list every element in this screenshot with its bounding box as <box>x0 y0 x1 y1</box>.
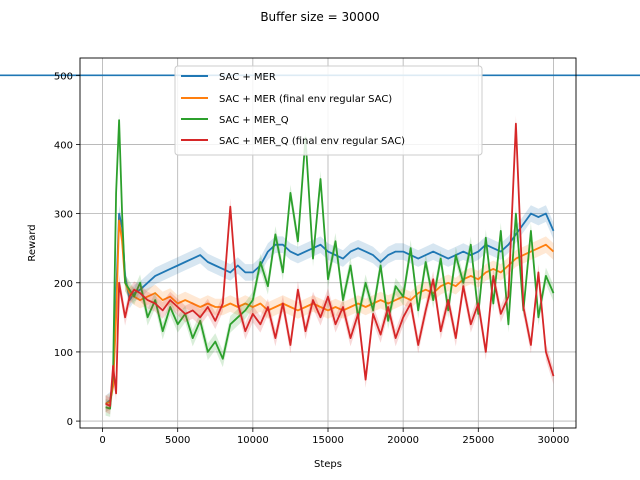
x-tick-label: 30000 <box>538 435 570 446</box>
legend: SAC + MER SAC + MER (final env regular S… <box>174 65 483 156</box>
series-band-1 <box>105 212 554 413</box>
y-tick-label: 200 <box>54 279 73 290</box>
y-tick-label: 500 <box>54 71 73 82</box>
x-tick-label: 20000 <box>387 435 419 446</box>
legend-label-sac-mer-final: SAC + MER (final env regular SAC) <box>219 94 392 105</box>
series-band-0 <box>105 205 554 413</box>
y-axis-label: Reward <box>27 224 38 261</box>
legend-label-sac-mer-q: SAC + MER_Q <box>219 115 289 126</box>
y-tick-label: 400 <box>54 140 73 151</box>
chart-title: Buffer size = 30000 <box>260 10 379 24</box>
series-band-2 <box>105 111 554 417</box>
y-tick-label: 0 <box>67 417 73 428</box>
x-tick-label: 15000 <box>312 435 344 446</box>
y-tick-label: 300 <box>54 210 73 221</box>
series-line-2 <box>105 119 555 410</box>
series-layer <box>0 74 640 417</box>
y-tick-label: 100 <box>54 348 73 359</box>
x-tick-label: 25000 <box>462 435 494 446</box>
legend-label-sac-mer: SAC + MER <box>219 72 276 83</box>
legend-label-sac-mer-q-final: SAC + MER_Q (final env regular SAC) <box>219 136 405 147</box>
x-tick-label: 10000 <box>237 435 269 446</box>
tick-layer: 0 5000 10000 15000 20000 25000 30000 0 100 200 300… <box>54 71 569 446</box>
series-line-3 <box>105 122 555 407</box>
x-axis-label: Steps <box>314 459 342 470</box>
legend-box <box>174 65 483 156</box>
x-tick-label: 5000 <box>165 435 190 446</box>
x-tick-label: 0 <box>99 435 105 446</box>
